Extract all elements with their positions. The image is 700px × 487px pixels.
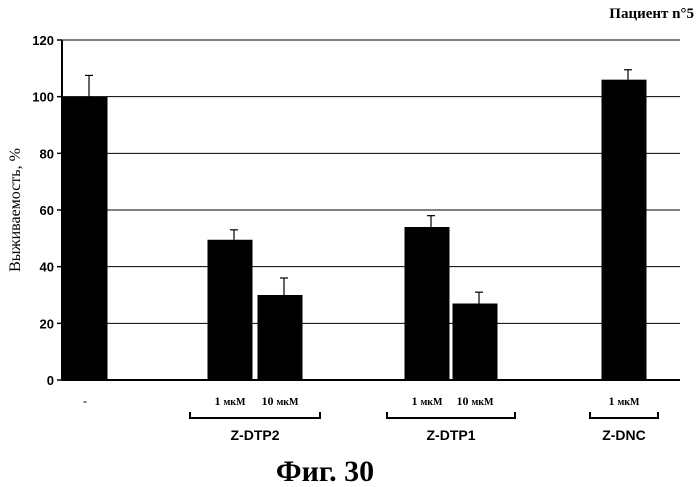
bar <box>258 295 303 380</box>
y-tick-label: 100 <box>32 90 54 105</box>
error-bars <box>85 70 632 304</box>
y-tick-label: 0 <box>47 373 54 388</box>
x-category-label: 1 мкМ <box>608 394 640 408</box>
x-category-label: - <box>83 394 87 408</box>
group-bracket <box>387 412 515 418</box>
y-tick-label: 40 <box>40 260 54 275</box>
bar <box>453 304 498 381</box>
group-bracket <box>190 412 320 418</box>
y-tick-label: 120 <box>32 33 54 48</box>
y-tick-label: 80 <box>40 146 54 161</box>
y-tick-labels: 0 20 40 60 80 100 120 <box>32 33 54 388</box>
x-category-label: 1 мкМ <box>411 394 443 408</box>
group-label: Z-DNC <box>602 427 646 443</box>
y-tick-label: 60 <box>40 203 54 218</box>
bar <box>602 80 647 380</box>
group-bracket <box>590 412 658 418</box>
y-axis-label: Выживаемость, % <box>7 148 24 272</box>
group-brackets: Z-DTP2 Z-DTP1 Z-DNC <box>190 412 658 443</box>
x-category-label: 10 мкМ <box>456 394 494 408</box>
bar <box>405 227 450 380</box>
figure-caption: Фиг. 30 <box>276 455 374 487</box>
group-label: Z-DTP1 <box>427 427 476 443</box>
x-category-label: 10 мкМ <box>261 394 299 408</box>
group-label: Z-DTP2 <box>231 427 280 443</box>
x-category-labels: - 1 мкМ 10 мкМ 1 мкМ 10 мкМ 1 мкМ <box>83 394 640 408</box>
bar <box>63 97 108 380</box>
y-tick-label: 20 <box>40 316 54 331</box>
bar <box>208 240 253 380</box>
x-category-label: 1 мкМ <box>214 394 246 408</box>
chart-subtitle: Пациент n°5 <box>609 6 694 22</box>
bars <box>63 80 647 380</box>
grid-lines <box>57 40 680 380</box>
